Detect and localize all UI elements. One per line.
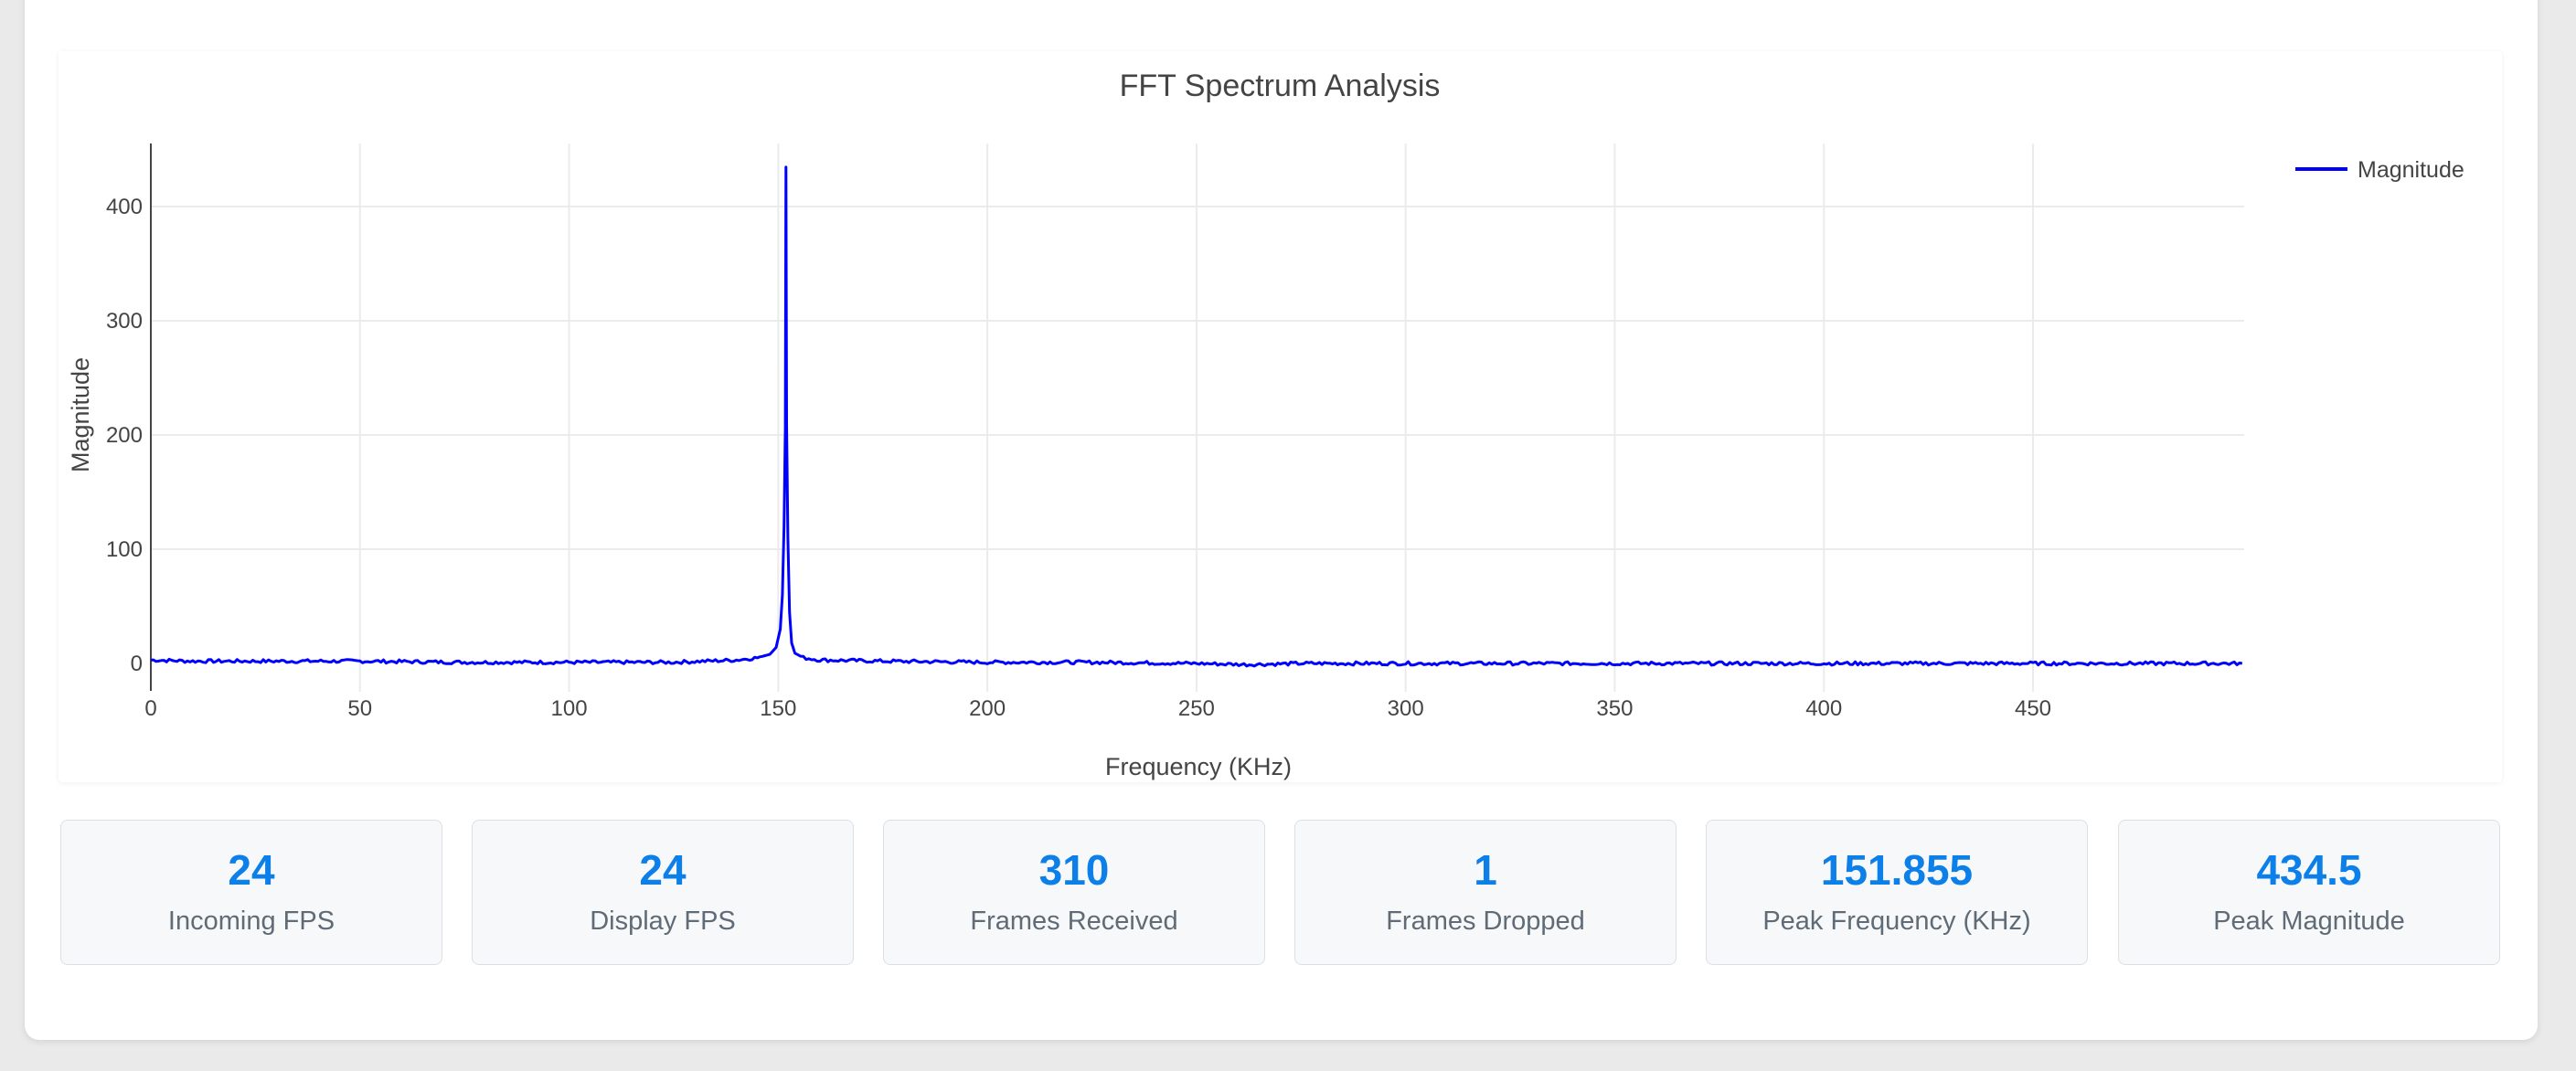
stat-value: 434.5 xyxy=(2256,846,2362,894)
legend-label-magnitude: Magnitude xyxy=(2358,157,2464,183)
chart-series xyxy=(150,165,2243,668)
stat-label: Peak Magnitude xyxy=(2213,907,2405,936)
stat-label: Incoming FPS xyxy=(167,907,335,936)
stat-value: 24 xyxy=(639,846,687,894)
stat-value: 1 xyxy=(1474,846,1497,894)
y-tick-label: 400 xyxy=(106,195,143,219)
y-axis-label: Magnitude xyxy=(67,357,94,472)
stats-row: 24 Incoming FPS 24 Display FPS 310 Frame… xyxy=(60,820,2502,967)
stat-card-frames-received: 310 Frames Received xyxy=(883,820,1265,965)
y-tick-label: 0 xyxy=(131,652,143,676)
stat-label: Frames Dropped xyxy=(1386,907,1585,936)
stat-card-peak-frequency: 151.855 Peak Frequency (KHz) xyxy=(1706,820,2088,965)
x-tick-label: 150 xyxy=(760,696,796,721)
x-tick-label: 450 xyxy=(2015,696,2051,721)
y-tick-label: 300 xyxy=(106,309,143,334)
x-tick-label: 100 xyxy=(551,696,588,721)
stat-value: 310 xyxy=(1038,846,1110,894)
fft-spectrum-chart[interactable]: 0 50 100 150 200 250 300 350 400 450 0 100 200 300 400… xyxy=(59,51,2502,782)
chart-title: FFT Spectrum Analysis xyxy=(1120,69,1441,103)
stat-card-peak-magnitude: 434.5 Peak Magnitude xyxy=(2118,820,2500,965)
stat-label: Peak Frequency (KHz) xyxy=(1762,907,2031,936)
chart-axes: 0 50 100 150 200 250 300 350 400 450 0 100 200 300 400 xyxy=(106,143,2051,721)
x-tick-label: 200 xyxy=(969,696,1006,721)
series-line-magnitude xyxy=(150,165,2243,668)
stat-label: Display FPS xyxy=(590,907,736,936)
chart-grid xyxy=(151,143,2244,692)
stat-card-frames-dropped: 1 Frames Dropped xyxy=(1294,820,1677,965)
stat-label: Frames Received xyxy=(970,907,1178,936)
stat-value: 151.855 xyxy=(1820,846,1974,894)
y-tick-label: 100 xyxy=(106,537,143,562)
y-tick-label: 200 xyxy=(106,423,143,448)
stat-card-display-fps: 24 Display FPS xyxy=(472,820,854,965)
fft-chart-panel: 0 50 100 150 200 250 300 350 400 450 0 100 200 300 400… xyxy=(59,51,2502,782)
x-axis-label: Frequency (KHz) xyxy=(1105,753,1292,780)
x-tick-label: 0 xyxy=(144,696,156,721)
x-tick-label: 350 xyxy=(1596,696,1633,721)
stat-card-incoming-fps: 24 Incoming FPS xyxy=(60,820,442,965)
x-tick-label: 400 xyxy=(1805,696,1842,721)
x-tick-label: 250 xyxy=(1178,696,1215,721)
x-tick-label: 300 xyxy=(1388,696,1424,721)
stat-value: 24 xyxy=(228,846,275,894)
chart-legend[interactable]: Magnitude xyxy=(2295,157,2464,183)
x-tick-label: 50 xyxy=(347,696,372,721)
